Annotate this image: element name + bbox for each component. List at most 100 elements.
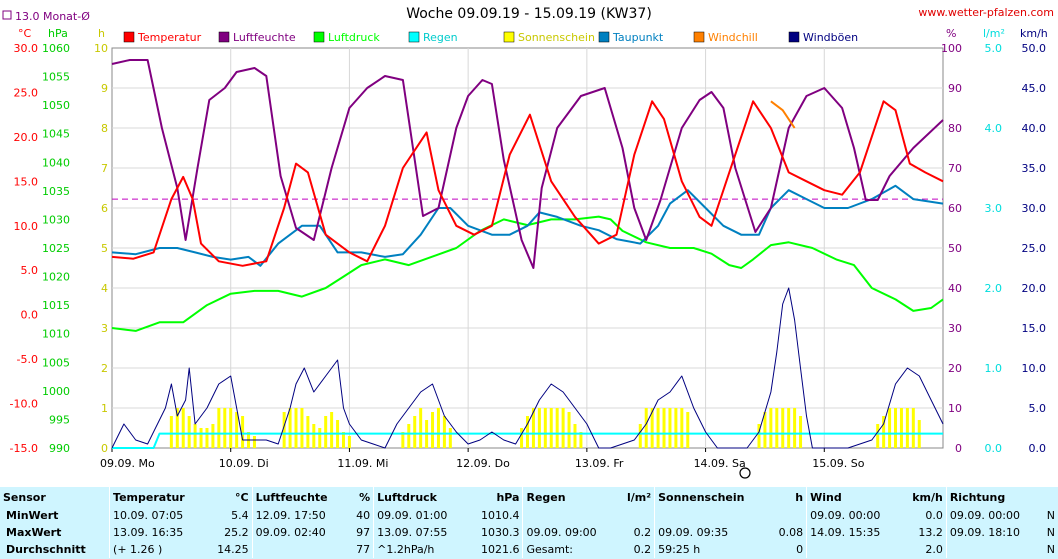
sunshine-bar — [799, 416, 803, 448]
sunshine-bar — [282, 412, 286, 448]
sunshine-bar — [686, 412, 690, 448]
axis-tick-label-humidity: 60 — [948, 202, 962, 215]
sunshine-bar — [899, 408, 903, 448]
sunshine-bar — [235, 412, 239, 448]
sunshine-bar — [911, 408, 915, 448]
axis-tick-label-temp: 20.0 — [14, 131, 39, 144]
series-line-windchill — [770, 100, 796, 129]
sunshine-bar — [407, 424, 411, 448]
axis-tick-label-pressure: 1020 — [42, 271, 70, 284]
stats-cell: (+ 1.26 ) — [109, 541, 206, 558]
axis-tick-label-humidity: 30 — [948, 322, 962, 335]
axis-tick-label-rain: 5.0 — [985, 42, 1003, 55]
sunshine-bar — [330, 412, 334, 448]
stats-row-avg: Durchschnitt (+ 1.26 ) 14.25 77 ^1.2hPa/… — [0, 541, 1058, 558]
sunshine-bar — [181, 408, 185, 448]
sunshine-bar — [169, 416, 173, 448]
sunshine-bar — [312, 424, 316, 448]
axis-tick-label-pressure: 995 — [49, 413, 70, 426]
legend-label: Luftdruck — [328, 31, 380, 44]
sunshine-bar — [531, 408, 535, 448]
axis-unit-rain: l/m² — [983, 27, 1005, 40]
axis-tick-label-sun: 5 — [101, 242, 108, 255]
axis-tick-label-pressure: 1010 — [42, 328, 70, 341]
axis-tick-label-wind: 35.0 — [1022, 162, 1047, 175]
legend-swatch — [788, 31, 800, 43]
stats-cell: MinWert — [6, 509, 59, 522]
series-line-windböen — [111, 287, 944, 449]
sunshine-bar — [781, 408, 785, 448]
sunshine-bar — [573, 424, 577, 448]
stats-header: Sensor — [3, 490, 46, 504]
x-tick-label: 09.09. Mo — [100, 457, 155, 470]
legend-label: Windböen — [803, 31, 858, 44]
axis-unit-sun: h — [98, 27, 105, 40]
axis-tick-label-sun: 7 — [101, 162, 108, 175]
sunshine-bar — [252, 436, 256, 448]
stats-cell: 13.09. 16:35 — [109, 524, 206, 541]
stats-cell — [945, 541, 1041, 558]
stats-cell: 59:25 h — [654, 541, 769, 558]
sunshine-bar — [347, 436, 351, 448]
stats-header-row: Sensor Temperatur °C Luftfeuchte % Luftd… — [0, 487, 1058, 507]
sunshine-bar — [217, 408, 221, 448]
axis-tick-label-temp: -15.0 — [10, 442, 38, 455]
stats-cell: 09.09. 00:00 — [806, 507, 901, 524]
stats-cell: 14.25 — [217, 543, 249, 556]
axis-tick-label-humidity: 40 — [948, 282, 962, 295]
legend-swatch — [503, 31, 515, 43]
axis-tick-label-sun: 3 — [101, 322, 108, 335]
sunshine-bar — [193, 424, 197, 448]
axis-unit-humidity: % — [946, 27, 956, 40]
axis-tick-label-wind: 40.0 — [1022, 122, 1047, 135]
sunshine-bar — [413, 416, 417, 448]
sunshine-bar — [567, 412, 571, 448]
stats-header: Regen — [522, 487, 618, 507]
axis-tick-label-sun: 1 — [101, 402, 108, 415]
axis-tick-label-humidity: 20 — [948, 362, 962, 375]
axis-tick-label-wind: 50.0 — [1022, 42, 1047, 55]
axis-tick-label-pressure: 1040 — [42, 156, 70, 169]
stats-cell: 0.2 — [633, 526, 652, 539]
axis-tick-label-rain: 4.0 — [985, 122, 1003, 135]
sunshine-bar — [448, 428, 452, 448]
stats-cell: 09.09. 01:00 — [373, 507, 468, 524]
sunshine-bar — [537, 408, 541, 448]
axis-tick-label-pressure: 1060 — [42, 42, 70, 55]
sunshine-bar — [526, 416, 529, 448]
stats-cell: 5.4 — [231, 509, 249, 522]
sunshine-bar — [882, 416, 886, 448]
legend-label: Regen — [423, 31, 458, 44]
sunshine-bar — [300, 408, 304, 448]
stats-cell: 13.2 — [918, 526, 943, 539]
sunshine-bar — [775, 408, 779, 448]
series-line-temperatur — [111, 100, 944, 267]
stats-header — [1040, 487, 1058, 507]
stats-cell — [522, 507, 618, 524]
sunshine-bar — [543, 408, 547, 448]
sunshine-bar — [341, 432, 345, 448]
stats-cell: 25.2 — [224, 526, 249, 539]
stats-cell: N — [1046, 526, 1055, 539]
weather-chart: 30.025.020.015.010.05.00.0-5.0-10.0-15.0… — [2, 10, 1048, 479]
stats-cell: 1021.6 — [480, 543, 520, 556]
sunshine-bar — [199, 428, 203, 448]
stats-header: hPa — [496, 490, 520, 504]
moon-phase-icon — [739, 467, 751, 479]
stats-row-min: MinWert 10.09. 07:05 5.4 12.09. 17:50 40… — [0, 507, 1058, 524]
stats-cell: N — [1046, 543, 1055, 556]
sunshine-bar — [787, 408, 791, 448]
stats-cell: 97 — [356, 526, 371, 539]
axis-tick-label-humidity: 90 — [948, 82, 962, 95]
axis-tick-label-wind: 25.0 — [1022, 242, 1047, 255]
x-tick-label: 11.09. Mi — [337, 457, 388, 470]
site-credit[interactable]: www.wetter-pfalzen.com — [918, 6, 1054, 19]
stats-header: Richtung — [945, 487, 1041, 507]
axis-tick-label-pressure: 1055 — [42, 71, 70, 84]
stats-row-max: MaxWert 13.09. 16:35 25.2 09.09. 02:40 9… — [0, 524, 1058, 541]
sunshine-bar — [211, 424, 215, 448]
axis-tick-label-humidity: 0 — [955, 442, 962, 455]
sunshine-bar — [674, 408, 678, 448]
monthly-avg-label: 13.0 Monat-Ø — [15, 10, 90, 23]
legend-swatch — [693, 31, 705, 43]
